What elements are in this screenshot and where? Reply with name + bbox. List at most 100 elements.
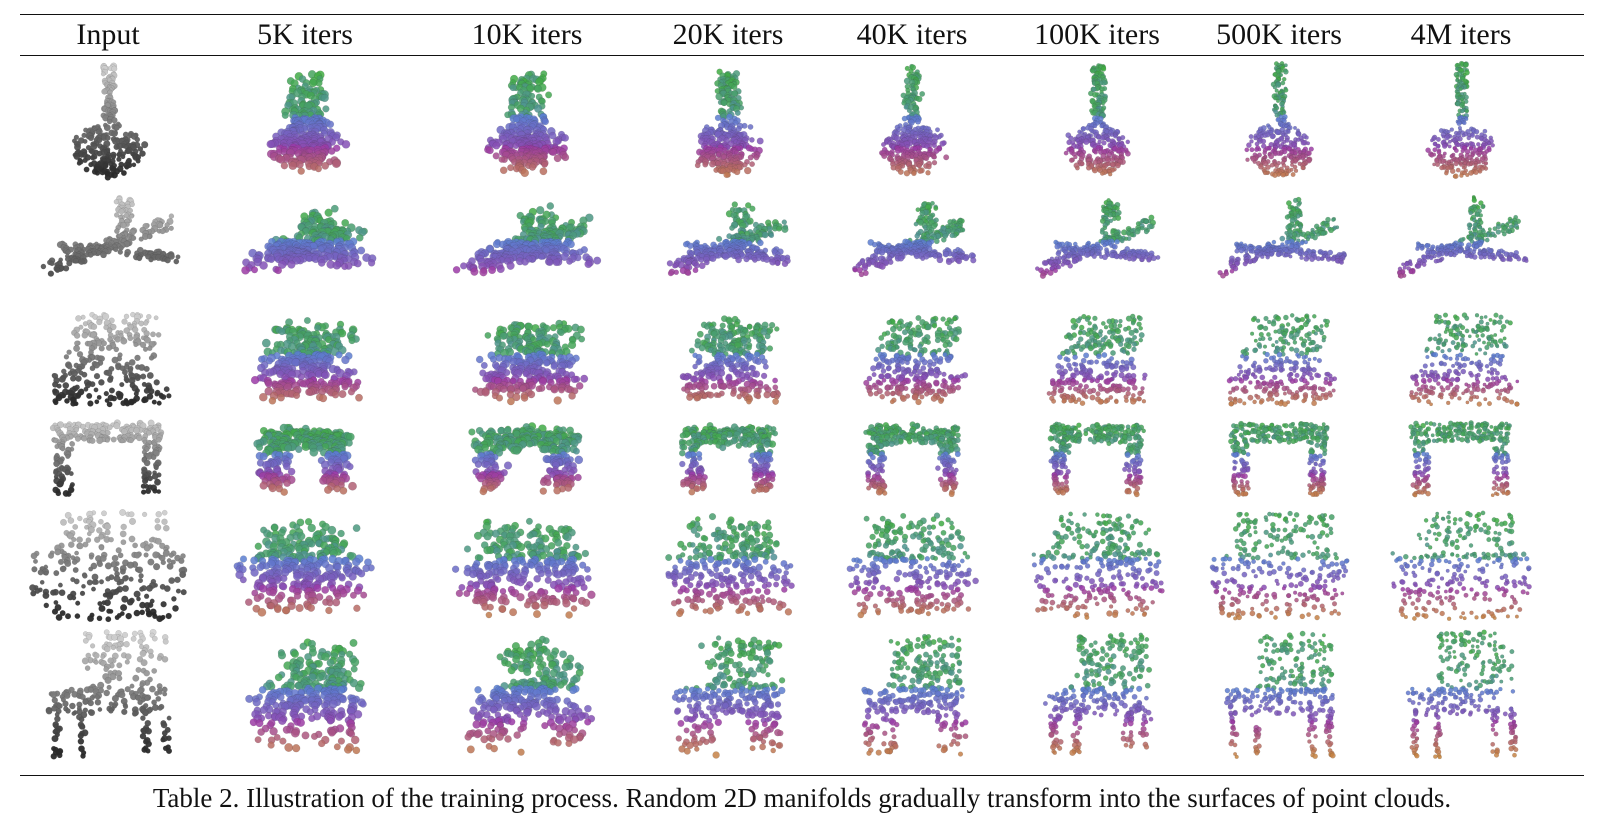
point xyxy=(1451,253,1457,258)
point xyxy=(1466,226,1471,231)
point xyxy=(539,167,547,176)
point xyxy=(506,164,514,172)
point xyxy=(1101,254,1108,261)
point xyxy=(168,213,175,219)
point xyxy=(901,100,907,106)
point xyxy=(747,154,754,161)
point xyxy=(113,143,120,151)
point xyxy=(1478,213,1483,218)
point xyxy=(1444,134,1450,141)
point xyxy=(592,256,601,265)
point xyxy=(1219,272,1226,279)
point xyxy=(757,239,764,247)
point xyxy=(1464,254,1469,259)
point xyxy=(1278,235,1285,242)
guitar-point-cloud-icon-col-6 xyxy=(1201,61,1357,185)
point xyxy=(1459,173,1464,178)
point xyxy=(1278,151,1284,156)
point xyxy=(340,218,349,227)
point xyxy=(1043,260,1049,266)
point xyxy=(331,159,341,169)
point xyxy=(1262,150,1268,156)
point xyxy=(942,250,949,258)
point xyxy=(96,150,103,157)
airplane-point-cloud-icon-col-6 xyxy=(1205,191,1354,303)
point xyxy=(1487,227,1492,232)
point xyxy=(1274,88,1279,93)
point xyxy=(148,256,154,263)
point xyxy=(781,260,789,268)
point xyxy=(919,255,925,261)
point xyxy=(1082,138,1089,146)
point xyxy=(916,167,924,174)
point xyxy=(913,233,920,239)
point xyxy=(731,201,739,208)
point xyxy=(469,267,479,276)
point xyxy=(955,258,962,265)
point xyxy=(1134,228,1141,235)
point xyxy=(120,221,127,229)
point xyxy=(1079,161,1085,167)
point xyxy=(769,258,777,266)
point xyxy=(1108,218,1114,224)
point xyxy=(1428,255,1434,261)
column-header-4m: 4M iters xyxy=(1410,18,1512,51)
guitar-point-cloud-icon xyxy=(483,70,569,178)
point xyxy=(508,84,516,92)
point xyxy=(1289,162,1294,167)
airplane-point-cloud-icon-col-3 xyxy=(651,191,805,303)
point xyxy=(714,114,722,122)
point xyxy=(1119,238,1125,244)
point xyxy=(116,156,122,163)
table-header-rule xyxy=(20,55,1584,56)
point xyxy=(906,108,912,113)
point xyxy=(1100,66,1106,72)
point xyxy=(1125,139,1130,145)
point xyxy=(367,259,375,267)
point xyxy=(499,166,507,175)
point xyxy=(781,219,788,225)
point xyxy=(1435,162,1440,168)
point xyxy=(280,161,288,170)
point xyxy=(1146,223,1153,230)
point xyxy=(277,260,287,269)
point xyxy=(729,225,735,231)
point xyxy=(281,111,289,120)
point xyxy=(672,263,678,269)
point xyxy=(1245,157,1250,162)
point xyxy=(1292,197,1298,203)
point xyxy=(924,143,930,149)
point xyxy=(1295,131,1301,137)
point xyxy=(1330,217,1335,222)
point xyxy=(113,125,120,131)
point xyxy=(916,163,922,169)
point xyxy=(1424,243,1430,249)
point xyxy=(49,260,55,267)
point xyxy=(1242,261,1248,267)
point xyxy=(709,160,717,168)
point xyxy=(1471,254,1478,260)
point xyxy=(1060,262,1065,267)
point xyxy=(1261,143,1267,149)
point xyxy=(715,235,723,243)
point xyxy=(1112,216,1117,222)
point xyxy=(496,264,505,274)
column-header-10k: 10K iters xyxy=(471,18,583,51)
point xyxy=(1465,172,1470,178)
point xyxy=(320,161,329,170)
point xyxy=(1118,255,1123,260)
point xyxy=(743,166,752,175)
airplane-point-cloud-icon xyxy=(452,202,601,277)
guitar-point-cloud-icon-col-0 xyxy=(23,61,193,185)
point xyxy=(323,208,333,217)
point xyxy=(1264,254,1270,260)
point xyxy=(1274,163,1280,169)
point xyxy=(157,222,164,229)
point xyxy=(747,124,754,130)
point xyxy=(341,140,350,149)
point xyxy=(76,160,82,166)
point xyxy=(1325,256,1331,262)
point xyxy=(1085,165,1091,171)
point xyxy=(704,259,710,266)
airplane-point-cloud-icon-col-4 xyxy=(838,191,987,303)
